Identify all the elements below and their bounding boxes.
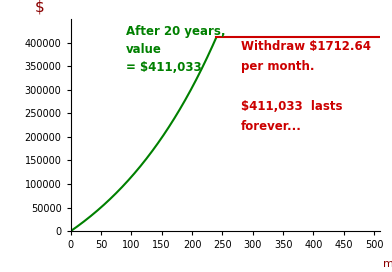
Text: months: months <box>383 259 392 269</box>
Text: Withdraw $1712.64
per month.

$411,033  lasts
forever...: Withdraw $1712.64 per month. $411,033 la… <box>241 40 371 133</box>
Text: After 20 years,
value
= $411,033: After 20 years, value = $411,033 <box>126 25 226 75</box>
Text: $: $ <box>35 0 44 15</box>
